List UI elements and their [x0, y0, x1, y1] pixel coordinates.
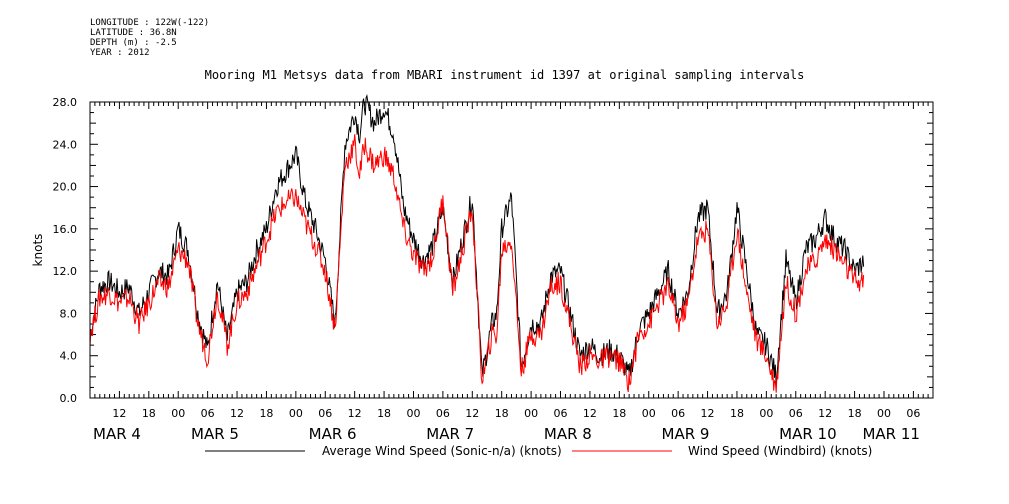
x-tick-label: 06 [906, 407, 920, 420]
x-day-label: MAR 8 [544, 425, 592, 443]
series-line-sonic [89, 94, 865, 387]
latitude-text: LATITUDE : 36.8N [90, 28, 177, 38]
x-tick-label: 00 [877, 407, 891, 420]
x-day-label: MAR 10 [779, 425, 836, 443]
x-tick-label: 12 [230, 407, 244, 420]
y-tick-label: 8.0 [60, 307, 78, 320]
y-tick-label: 20.0 [53, 181, 78, 194]
y-tick-label: 24.0 [53, 138, 78, 151]
x-tick-label: 00 [289, 407, 303, 420]
x-tick-label: 00 [524, 407, 538, 420]
y-axis-label: knots [31, 234, 45, 267]
x-tick-label: 18 [612, 407, 626, 420]
plot-frame [89, 101, 934, 399]
x-tick-label: 00 [171, 407, 185, 420]
x-day-label: MAR 11 [862, 425, 919, 443]
metadata-block: LONGITUDE : 122W(-122) LATITUDE : 36.8N … [90, 18, 209, 58]
legend-label-sonic: Average Wind Speed (Sonic-n/a) (knots) [322, 444, 562, 458]
x-tick-label: 18 [377, 407, 391, 420]
x-tick-label: 00 [642, 407, 656, 420]
x-tick-label: 06 [671, 407, 685, 420]
depth-text: DEPTH (m) : -2.5 [90, 38, 177, 48]
chart-title: Mooring M1 Metsys data from MBARI instru… [204, 68, 805, 82]
y-tick-label: 16.0 [53, 223, 78, 236]
longitude-text: LONGITUDE : 122W(-122) [90, 18, 210, 28]
year-text: YEAR : 2012 [90, 48, 150, 58]
x-tick-label: 12 [348, 407, 362, 420]
y-tick-label: 4.0 [60, 350, 78, 363]
x-tick-label: 12 [112, 407, 126, 420]
x-tick-label: 00 [406, 407, 420, 420]
x-tick-label: 06 [436, 407, 450, 420]
x-tick-label: 18 [848, 407, 862, 420]
legend-label-windbird: Wind Speed (Windbird) (knots) [688, 444, 872, 458]
x-tick-label: 18 [259, 407, 273, 420]
series-line-windbird [89, 134, 865, 393]
x-tick-label: 12 [818, 407, 832, 420]
tick-layer: 12 18 00 06 12 18 00 06 12 18 00 06 12 18 00 06 12 18 00 06… [53, 96, 934, 443]
x-day-label: MAR 6 [309, 425, 357, 443]
x-day-label: MAR 9 [662, 425, 710, 443]
x-tick-label: 00 [759, 407, 773, 420]
x-tick-label: 06 [201, 407, 215, 420]
legend: Average Wind Speed (Sonic-n/a) (knots) Wi… [205, 444, 872, 458]
x-tick-label: 18 [142, 407, 156, 420]
x-day-label: MAR 4 [93, 425, 141, 443]
x-day-label: MAR 7 [426, 425, 474, 443]
y-tick-label: 0.0 [60, 392, 78, 405]
x-day-label: MAR 5 [191, 425, 239, 443]
x-tick-label: 06 [789, 407, 803, 420]
x-tick-label: 12 [583, 407, 597, 420]
x-tick-label: 18 [495, 407, 509, 420]
x-tick-label: 06 [554, 407, 568, 420]
y-tick-label: 12.0 [53, 265, 78, 278]
x-tick-label: 06 [318, 407, 332, 420]
x-tick-label: 12 [465, 407, 479, 420]
x-tick-label: 18 [730, 407, 744, 420]
y-tick-label: 28.0 [53, 96, 78, 109]
series-layer [89, 94, 865, 393]
x-tick-label: 12 [701, 407, 715, 420]
